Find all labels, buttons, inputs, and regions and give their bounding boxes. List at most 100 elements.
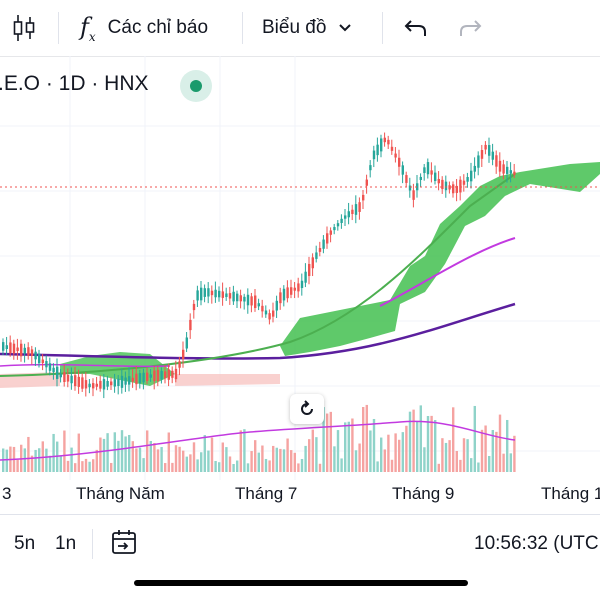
candle bbox=[430, 170, 433, 175]
bottom-divider bbox=[92, 529, 93, 559]
indicators-button[interactable]: fx Các chỉ báo bbox=[80, 8, 208, 48]
volume-bar bbox=[254, 440, 257, 472]
volume-bar bbox=[308, 439, 311, 472]
candle bbox=[304, 271, 307, 283]
candle bbox=[113, 379, 116, 387]
volume-bar bbox=[279, 448, 282, 472]
reset-chart-button[interactable] bbox=[290, 394, 324, 424]
candle bbox=[81, 377, 84, 389]
candle bbox=[110, 381, 113, 386]
candle bbox=[308, 263, 311, 277]
candle bbox=[99, 380, 102, 389]
candle bbox=[347, 211, 350, 218]
candle bbox=[419, 176, 422, 180]
volume-bar bbox=[448, 440, 451, 472]
volume-bar bbox=[452, 407, 455, 472]
volume-bar bbox=[347, 421, 350, 472]
candle bbox=[12, 343, 16, 354]
volume-bar bbox=[142, 458, 145, 472]
volume-bar bbox=[124, 436, 127, 472]
volume-bar bbox=[257, 452, 260, 472]
candle bbox=[23, 347, 26, 354]
candle bbox=[149, 374, 152, 378]
volume-bar bbox=[383, 449, 386, 472]
candle bbox=[437, 178, 440, 184]
volume-bar bbox=[437, 463, 440, 472]
volume-bar bbox=[329, 411, 332, 472]
volume-bar bbox=[185, 456, 188, 472]
candle bbox=[434, 172, 437, 181]
volume-bar bbox=[59, 456, 62, 472]
candle bbox=[254, 295, 257, 309]
candle bbox=[95, 383, 98, 387]
volume-bar bbox=[88, 461, 91, 472]
ichimoku-cloud bbox=[0, 162, 600, 388]
goto-date-button[interactable] bbox=[110, 528, 138, 562]
volume-bar bbox=[200, 452, 203, 472]
candle bbox=[66, 374, 70, 382]
candle bbox=[322, 239, 325, 249]
redo-button[interactable] bbox=[458, 8, 482, 48]
candle bbox=[470, 170, 473, 182]
candle bbox=[192, 303, 196, 311]
volume-bar bbox=[178, 446, 181, 472]
volume-bar bbox=[106, 433, 109, 472]
candle bbox=[153, 370, 156, 381]
candle bbox=[311, 257, 314, 269]
candle bbox=[174, 368, 178, 380]
volume-bar bbox=[63, 430, 66, 472]
price-chart[interactable] bbox=[0, 56, 600, 480]
volume-bar bbox=[236, 460, 239, 472]
refresh-icon bbox=[301, 400, 313, 415]
volume-bar bbox=[369, 430, 372, 472]
volume-bar bbox=[66, 460, 70, 472]
volume-bar bbox=[416, 421, 419, 472]
volume-bar bbox=[239, 430, 242, 472]
calendar-goto-icon bbox=[112, 530, 136, 554]
candle bbox=[63, 372, 66, 382]
candle bbox=[92, 383, 95, 389]
volume-bar bbox=[221, 442, 224, 472]
candle bbox=[106, 380, 109, 387]
candle bbox=[88, 383, 91, 388]
toolbar-divider bbox=[382, 12, 383, 44]
symbol-title[interactable]: .E.O · 1D · HNX bbox=[0, 72, 149, 95]
candle bbox=[171, 370, 174, 378]
volume-bar bbox=[272, 445, 275, 472]
candle bbox=[38, 353, 41, 364]
volume-bar bbox=[488, 455, 491, 472]
range-1n-button[interactable]: 1n bbox=[55, 533, 77, 554]
candle bbox=[290, 287, 293, 295]
market-status-dot[interactable] bbox=[180, 70, 212, 102]
moving-averages bbox=[0, 173, 516, 377]
range-5n-button[interactable]: 5n bbox=[14, 533, 36, 554]
candle bbox=[138, 373, 142, 384]
volume-bar bbox=[408, 411, 412, 472]
candles-icon[interactable] bbox=[12, 8, 36, 48]
clock-time[interactable]: 10:56:32 (UTC bbox=[474, 533, 599, 554]
volume-bar bbox=[138, 447, 142, 472]
candle bbox=[286, 287, 289, 299]
volume-bar bbox=[318, 463, 322, 472]
candle bbox=[426, 162, 430, 175]
candle bbox=[34, 351, 37, 360]
ma-line-green bbox=[0, 173, 516, 377]
volume-bar bbox=[506, 419, 509, 472]
candle bbox=[257, 303, 260, 307]
candle bbox=[2, 342, 5, 351]
candle bbox=[156, 369, 160, 382]
volume-bar bbox=[398, 439, 401, 472]
candle bbox=[178, 361, 181, 368]
chart-type-button[interactable]: Biểu đồ bbox=[262, 8, 352, 48]
volume-bar bbox=[275, 447, 278, 472]
volume-bar bbox=[412, 409, 415, 472]
candle bbox=[214, 289, 217, 298]
candle bbox=[300, 280, 304, 289]
candle bbox=[160, 370, 163, 380]
candle bbox=[225, 293, 228, 297]
candle bbox=[383, 137, 386, 143]
undo-button[interactable] bbox=[404, 8, 428, 48]
fx-icon: fx bbox=[80, 12, 96, 44]
candle bbox=[405, 175, 408, 183]
candle bbox=[315, 252, 318, 259]
